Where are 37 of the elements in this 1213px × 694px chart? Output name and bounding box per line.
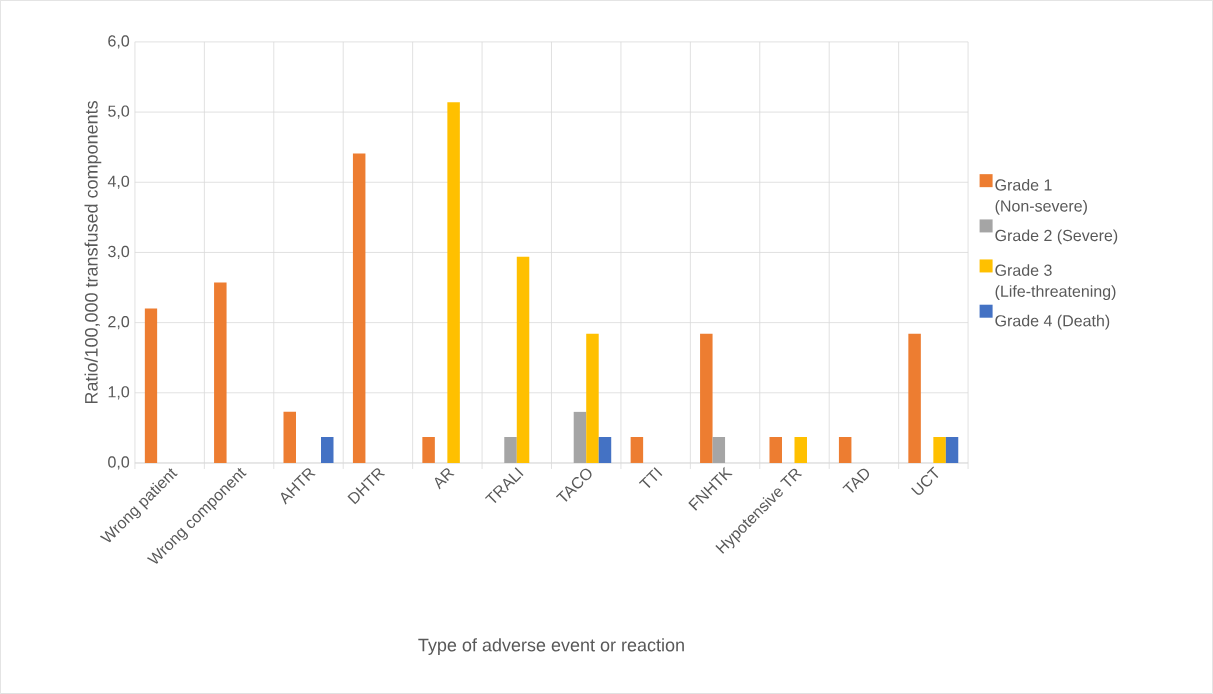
legend-label: Grade 3 (Life-threatening) [995, 264, 1116, 301]
y-tick-label: 5,0 [108, 105, 130, 119]
bar [321, 437, 334, 464]
x-tick-label: TTI [638, 467, 663, 488]
bar [283, 411, 296, 464]
y-tick-label: 4,0 [107, 175, 130, 189]
y-tick-label: 6,0 [108, 35, 130, 49]
bar [422, 437, 435, 464]
legend-label: Grade 2 (Severe) [995, 229, 1118, 245]
bar [700, 333, 713, 464]
x-tick-label: TAD [842, 468, 870, 493]
y-axis-title: Ratio/100,000 transfused components [84, 101, 102, 404]
y-tick-label: 2,0 [108, 316, 130, 330]
x-tick-label: AR [434, 468, 455, 490]
bar [598, 437, 612, 464]
bar [586, 333, 599, 464]
y-tick-label: 1,0 [108, 386, 130, 400]
bar [630, 437, 644, 464]
bar [838, 437, 852, 464]
legend-label: Grade 4 (Death) [995, 314, 1110, 330]
bar [769, 437, 782, 464]
bar [504, 437, 517, 464]
bar [712, 437, 726, 464]
bar [908, 333, 921, 464]
bar [945, 437, 959, 464]
bar [144, 308, 158, 464]
legend-label: Grade 1 (Non-severe) [995, 178, 1087, 215]
bar [214, 282, 227, 464]
bar [933, 437, 946, 464]
bar [794, 437, 807, 464]
bar [516, 256, 530, 464]
bar [573, 411, 587, 464]
x-axis-title: Type of adverse event or reaction [418, 638, 684, 656]
bar [352, 153, 366, 464]
y-tick-label: 3,0 [108, 245, 130, 260]
bar [447, 102, 460, 464]
y-tick-label: 0,0 [108, 456, 130, 470]
